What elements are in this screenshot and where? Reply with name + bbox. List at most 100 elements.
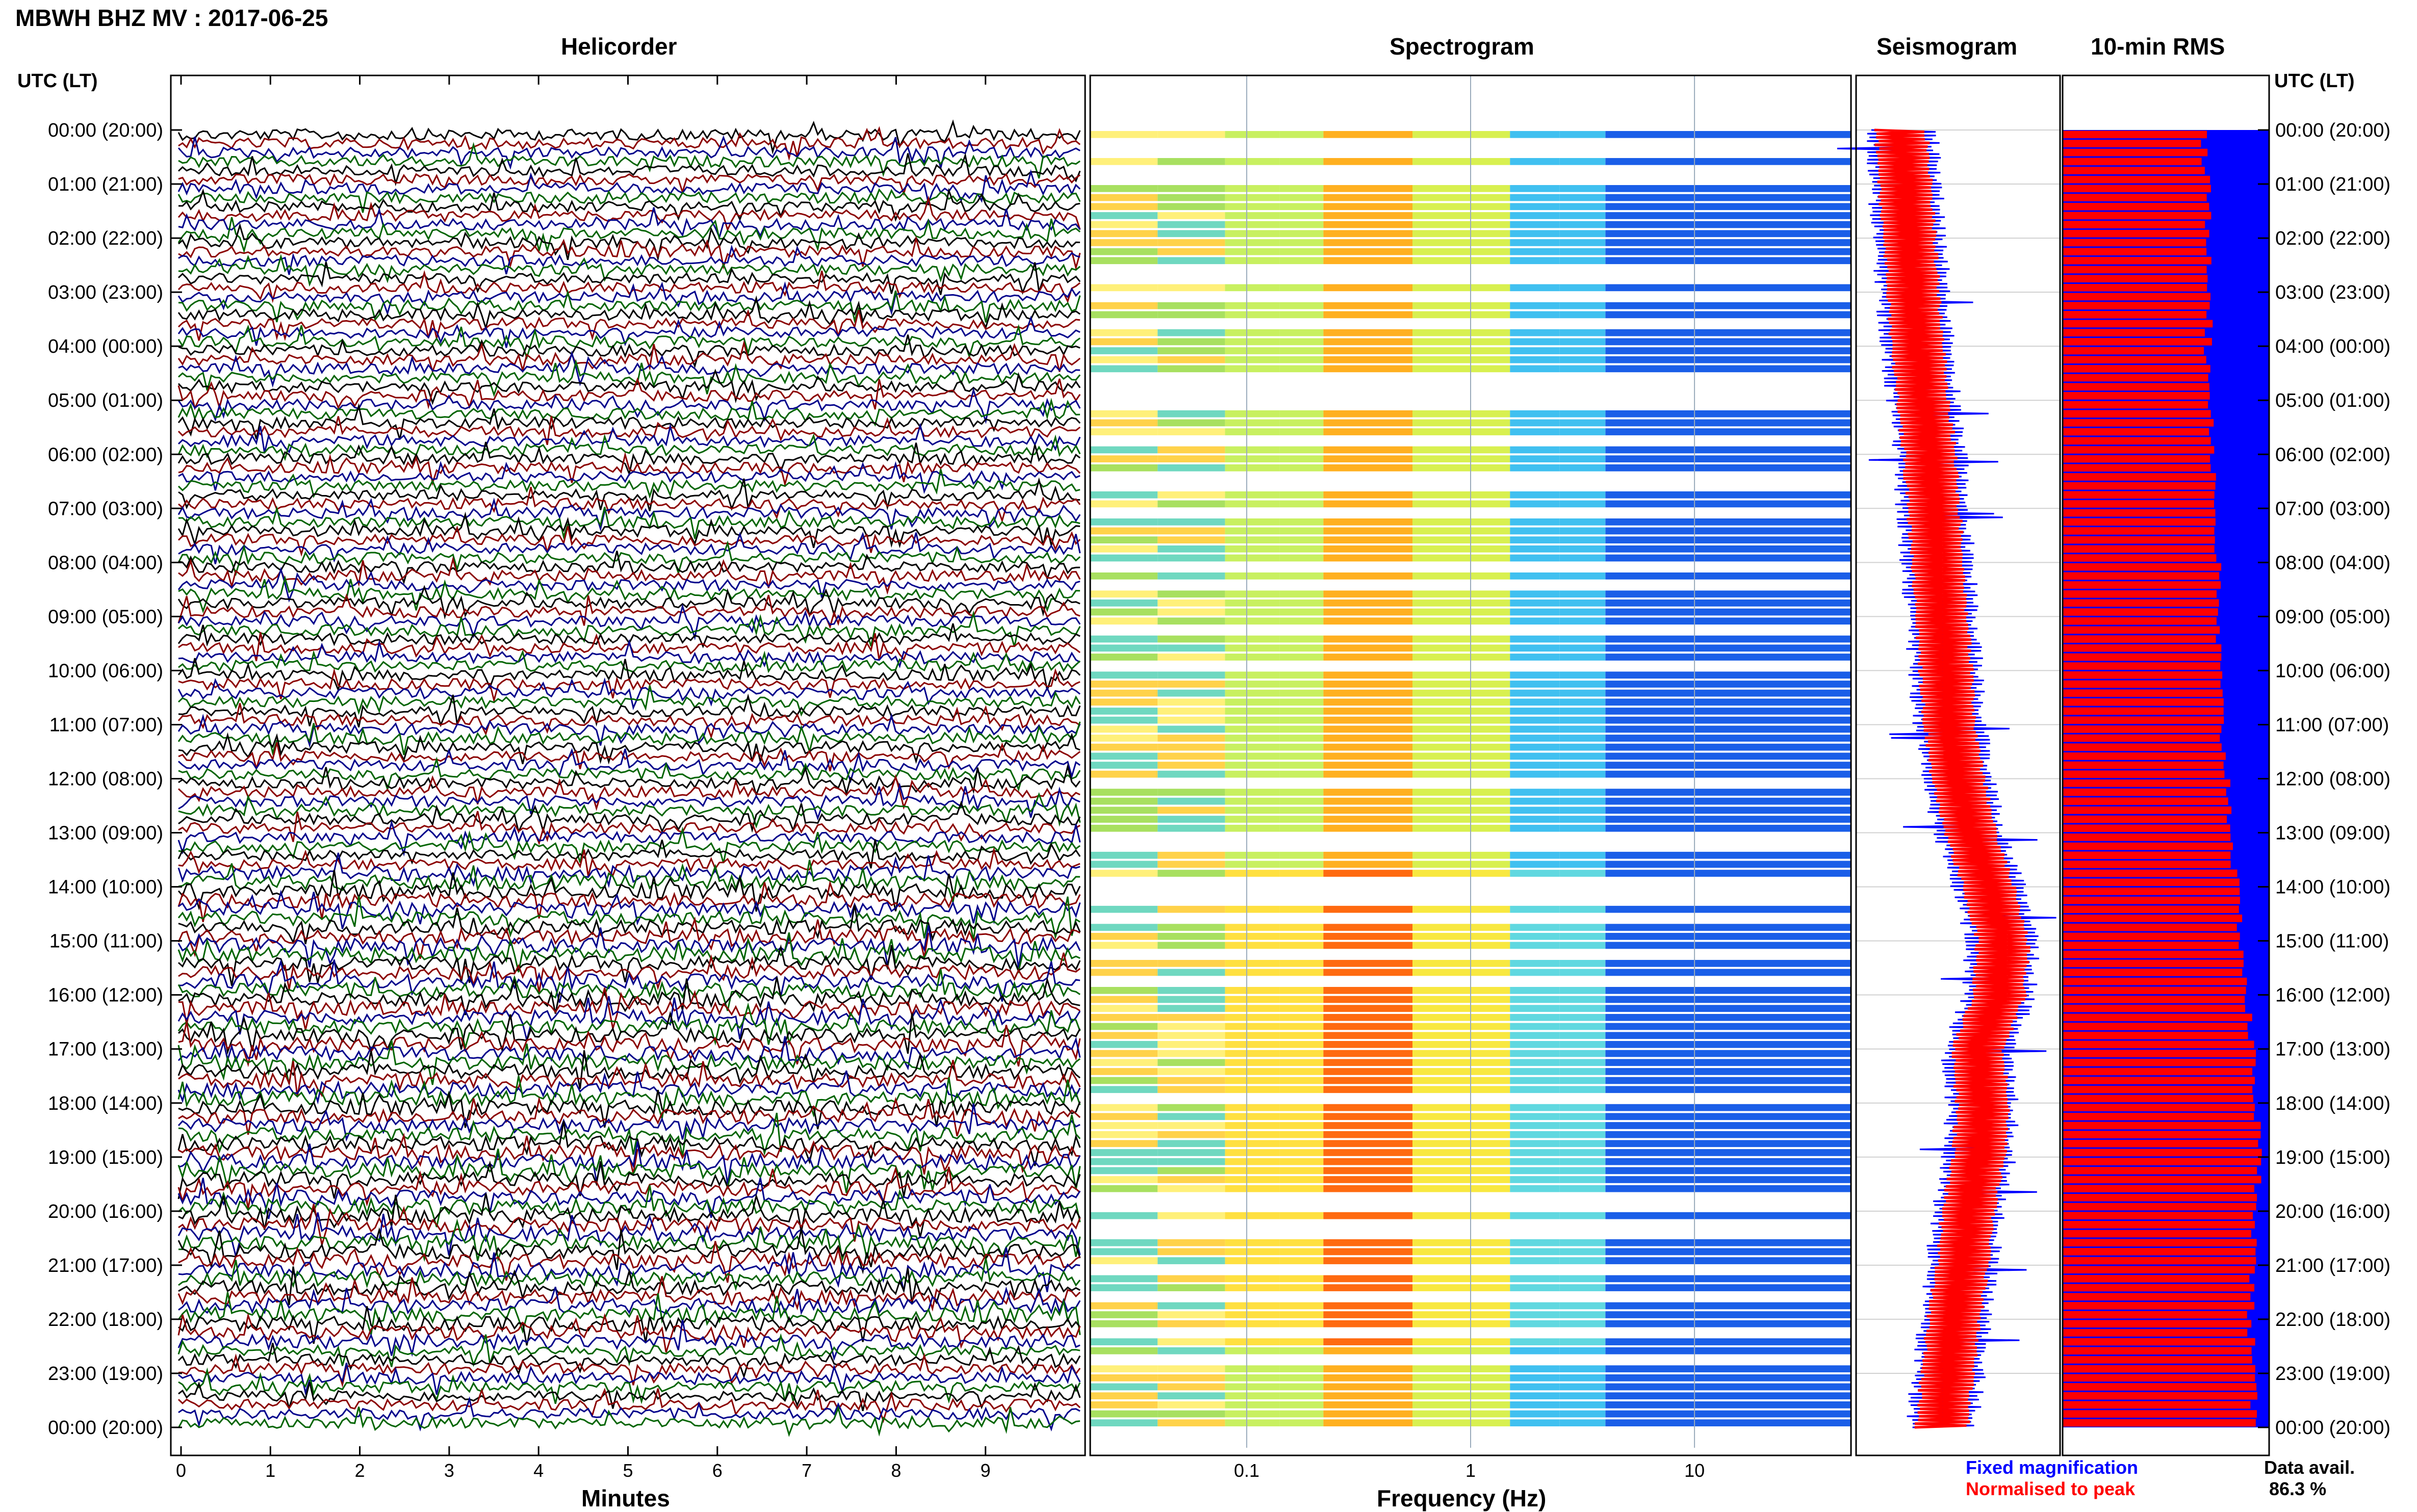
rms-bar [2063, 491, 2215, 499]
spectrogram-cell [1510, 257, 1560, 265]
hour-label-left: 11:00 (07:00) [49, 714, 163, 736]
spectrogram-cell [1412, 635, 1471, 643]
rms-bar [2063, 329, 2205, 336]
spectrogram-cell [1279, 1023, 1324, 1030]
spectrogram-cell [1279, 654, 1324, 661]
spectrogram-cell [1279, 311, 1324, 319]
minute-tick-label: 5 [623, 1460, 633, 1481]
rms-bar [2063, 1167, 2257, 1175]
spectrogram-cell [1323, 752, 1412, 760]
spectrogram-cell [1090, 681, 1158, 688]
hour-label-left: 06:00 (02:00) [48, 444, 163, 465]
spectrogram-cell [1279, 1014, 1324, 1021]
helicorder-trace [178, 350, 1081, 388]
spectrogram-cell [1559, 194, 1606, 201]
spectrogram-cell [1510, 1050, 1560, 1057]
spectrogram-cell [1605, 1023, 1851, 1030]
spectrogram-cell [1605, 789, 1851, 796]
helicorder-trace [178, 1112, 1081, 1157]
spectrogram-cell [1412, 347, 1471, 354]
spectrogram-cell [1471, 1248, 1510, 1256]
rms-bar [2063, 1004, 2245, 1012]
spectrogram-cell [1323, 1086, 1412, 1093]
minute-tick-label: 6 [712, 1460, 723, 1481]
spectrogram-cell [1471, 816, 1510, 823]
minute-tick-label: 4 [533, 1460, 544, 1481]
spectrogram-cell [1090, 1275, 1158, 1283]
helicorder-trace [177, 316, 1081, 348]
spectrogram-cell [1605, 735, 1851, 742]
spectrogram-cell [1559, 1104, 1606, 1111]
spectrogram-cell [1279, 1212, 1324, 1219]
spectrogram-cell [1510, 1014, 1560, 1021]
spectrogram-cell [1471, 590, 1510, 598]
helicorder-trace [177, 270, 1081, 304]
spectrogram-cell [1279, 230, 1324, 238]
spectrogram-cell [1605, 816, 1851, 823]
helicorder-trace [177, 870, 1081, 912]
spectrogram-cell [1559, 752, 1606, 760]
spectrogram-cell [1225, 230, 1280, 238]
spectrogram-cell [1323, 1212, 1412, 1219]
spectrogram-cell [1323, 905, 1412, 913]
spectrogram-cell [1412, 1140, 1471, 1148]
spectrogram-cell [1225, 212, 1280, 219]
spectrogram-cell [1510, 681, 1560, 688]
spectrogram-cell [1279, 1383, 1324, 1391]
spectrogram-cell [1279, 1275, 1324, 1283]
spectrogram-cell [1471, 1392, 1510, 1399]
spectrogram-cell [1471, 1185, 1510, 1192]
helicorder-trace [178, 792, 1081, 829]
spectrogram-cell [1510, 1068, 1560, 1075]
spectrogram-cell [1225, 861, 1280, 868]
rms-bar [2063, 905, 2239, 914]
spectrogram-cell [1471, 681, 1510, 688]
spectrogram-cell [1559, 1365, 1606, 1372]
helicorder-trace [177, 1342, 1081, 1379]
spectrogram-cell [1471, 536, 1510, 543]
spectrogram-cell [1471, 221, 1510, 228]
spectrogram-cell [1158, 185, 1225, 192]
rms-bar [2063, 1013, 2252, 1022]
spectrogram-cell [1279, 644, 1324, 652]
spectrogram-cell [1559, 708, 1606, 715]
spectrogram-cell [1559, 1383, 1606, 1391]
spectrogram-cell [1510, 1212, 1560, 1219]
spectrogram-cell [1412, 996, 1471, 1003]
hour-label-right: 19:00 (15:00) [2275, 1147, 2390, 1168]
spectrogram-cell [1559, 942, 1606, 949]
spectrogram-cell [1471, 194, 1510, 201]
spectrogram-cell [1279, 960, 1324, 967]
spectrogram-cell [1559, 302, 1606, 309]
spectrogram-cell [1158, 338, 1225, 346]
spectrogram-cell [1605, 410, 1851, 418]
helicorder-trace [177, 593, 1081, 629]
spectrogram-cell [1559, 1347, 1606, 1354]
spectrogram-cell [1323, 1041, 1412, 1048]
spectrogram-cell [1158, 1176, 1225, 1183]
rms-bar [2063, 915, 2243, 922]
spectrogram-cell [1225, 590, 1280, 598]
spectrogram-cell [1158, 410, 1225, 418]
helicorder-trace [178, 575, 1081, 614]
spectrogram-cell [1279, 735, 1324, 742]
spectrogram-cell [1323, 1320, 1412, 1327]
spectrogram-cell [1158, 905, 1225, 913]
spectrogram-cell [1510, 500, 1560, 508]
spectrogram-cell [1412, 1239, 1471, 1246]
hour-label-right: 10:00 (06:00) [2275, 660, 2390, 682]
spectrogram-cell [1323, 527, 1412, 535]
spectrogram-cell [1605, 1311, 1851, 1318]
spectrogram-cell [1090, 194, 1158, 201]
spectrogram-cell [1412, 1311, 1471, 1318]
spectrogram-cell [1323, 1176, 1412, 1183]
helicorder-trace [177, 469, 1081, 499]
spectrogram-cell [1090, 455, 1158, 462]
spectrogram-cell [1090, 365, 1158, 373]
spectrogram-cell [1323, 1032, 1412, 1039]
spectrogram-cell [1279, 708, 1324, 715]
spectrogram-cell [1510, 545, 1560, 553]
spectrogram-cell [1412, 230, 1471, 238]
spectrogram-cell [1225, 248, 1280, 255]
spectrogram-cell [1279, 1302, 1324, 1310]
